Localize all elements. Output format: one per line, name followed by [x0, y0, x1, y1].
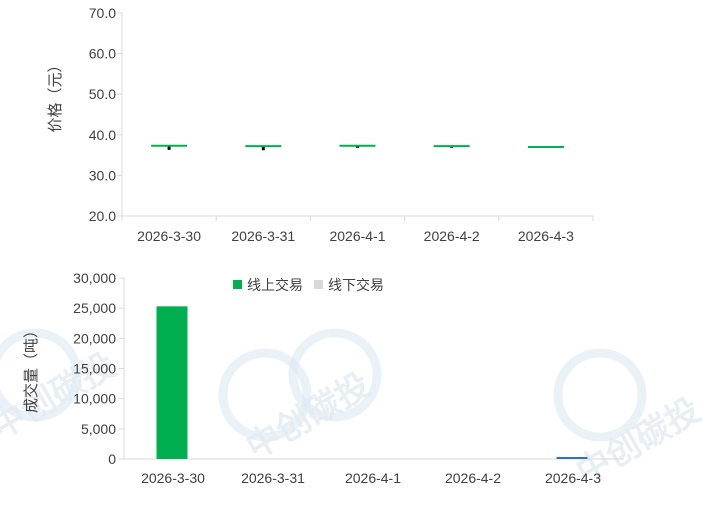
- volume-bar-online: [156, 306, 188, 459]
- watermark-ring: [0, 328, 82, 422]
- price-y-ticks: 20.0 30.0 40.0 50.0 60.0 70.0: [89, 5, 116, 224]
- volume-chart: 0 5,000 10,000 15,000 20,000 25,000 30,000 202…: [22, 270, 624, 486]
- price-y-tick-label: 60.0: [89, 46, 116, 62]
- price-x-tick-label: 2026-4-3: [518, 228, 574, 244]
- volume-x-tick-label: 2026-4-2: [445, 470, 501, 486]
- volume-y-tick-label: 30,000: [73, 270, 116, 286]
- volume-axes: [119, 277, 624, 460]
- volume-x-tick-label: 2026-4-3: [545, 470, 601, 486]
- volume-x-ticks: 2026-3-30 2026-3-31 2026-4-1 2026-4-2 2026-4…: [141, 470, 601, 486]
- volume-y-axis-title: 成交量（吨）: [22, 323, 40, 413]
- price-x-tick-label: 2026-4-1: [329, 228, 385, 244]
- watermark-ring: [553, 348, 647, 442]
- price-x-tick-label: 2026-3-30: [137, 228, 201, 244]
- volume-y-tick-label: 5,000: [81, 421, 116, 437]
- volume-y-tick-label: 10,000: [73, 391, 116, 407]
- price-y-tick-label: 70.0: [89, 5, 116, 21]
- price-chart: 20.030.040.050.060.070.0 2026-3-30 2026-3…: [46, 5, 594, 244]
- price-y-tick-label: 20.0: [89, 208, 116, 224]
- watermark-ring: [218, 348, 312, 442]
- watermark-ring: [288, 328, 382, 422]
- legend-swatch-online: [233, 280, 242, 289]
- price-marks: [151, 144, 564, 151]
- volume-bar-small: [556, 457, 588, 459]
- legend-label-offline: 线下交易: [328, 277, 384, 294]
- price-x-ticks: 2026-3-30 2026-3-31 2026-4-1 2026-4-2 2026-4…: [137, 228, 574, 244]
- volume-x-tick-label: 2026-3-31: [241, 470, 305, 486]
- volume-y-tick-label: 0: [108, 451, 116, 467]
- price-axes: [117, 12, 594, 221]
- price-y-tick-label: 50.0: [89, 86, 116, 102]
- volume-y-tick-label: 25,000: [73, 300, 116, 316]
- legend-label-online: 线上交易: [247, 277, 303, 294]
- watermark-logo: 中创碳投 中创碳投 中创碳投: [0, 328, 703, 493]
- price-x-tick-label: 2026-3-31: [231, 228, 295, 244]
- volume-y-tick-label: 20,000: [73, 330, 116, 346]
- price-x-tick-label: 2026-4-2: [424, 228, 480, 244]
- volume-legend: 线上交易 线下交易: [233, 277, 384, 294]
- volume-x-tick-label: 2026-4-1: [345, 470, 401, 486]
- price-y-axis-title: 价格（元）: [46, 57, 64, 132]
- volume-x-tick-label: 2026-3-30: [141, 470, 205, 486]
- legend-swatch-offline: [314, 280, 323, 289]
- price-y-tick-label: 30.0: [89, 167, 116, 183]
- price-y-tick-label: 40.0: [89, 127, 116, 143]
- volume-y-ticks: 0 5,000 10,000 15,000 20,000 25,000 30,000: [73, 270, 116, 467]
- volume-y-tick-label: 15,000: [73, 361, 116, 377]
- volume-bars: [156, 306, 588, 459]
